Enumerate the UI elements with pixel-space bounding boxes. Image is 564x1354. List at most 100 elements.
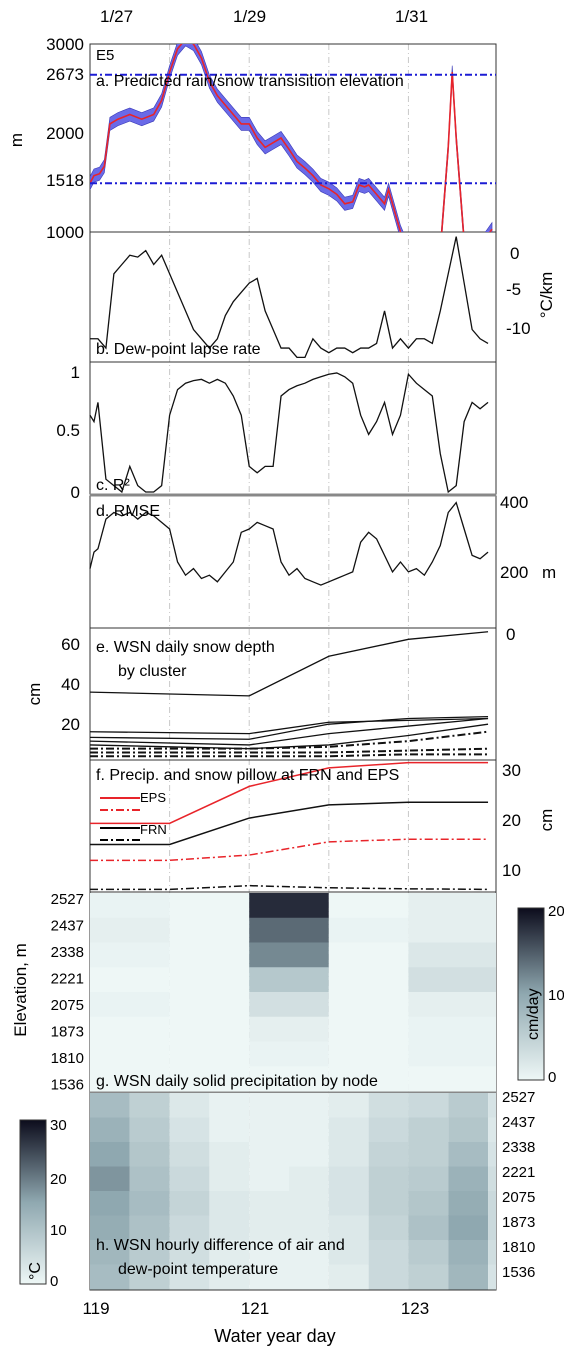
panel-h-cell: [289, 1093, 329, 1118]
panel-h-cell: [129, 1142, 170, 1167]
panel-h-cell: [209, 1264, 250, 1290]
panel-g-elev-tick: 2527: [51, 891, 84, 908]
panel-h-cell: [408, 1264, 449, 1290]
panel-h-cell: [289, 1215, 329, 1241]
panel-c-label: c. R²: [96, 477, 130, 494]
panel-d-plot: [89, 501, 489, 586]
panel-g-cell: [90, 1041, 170, 1067]
panel-g-cell: [328, 1016, 409, 1042]
panel-h-cell: [249, 1191, 290, 1216]
panel-h-cell: [488, 1215, 496, 1241]
panel-g-cell: [408, 1016, 496, 1042]
panel-h-cell: [448, 1264, 489, 1290]
panel-c-frame: [89, 361, 497, 495]
panel-g-cell: [90, 992, 170, 1018]
panel-h-cell: [448, 1142, 489, 1167]
panel-h-cell: [90, 1191, 130, 1216]
panel-g-cell: [249, 942, 329, 968]
panel-g-cell: [328, 967, 409, 993]
panel-h-cell: [90, 1264, 130, 1290]
panel-f-series-1: [90, 838, 489, 862]
panel-e-ytick-40: 40: [61, 675, 80, 694]
panel-g-cell: [249, 967, 329, 993]
panel-h-cell: [169, 1215, 210, 1241]
panel-h-elev-tick: 1873: [502, 1214, 535, 1231]
panel-h-cell: [488, 1264, 496, 1290]
panel-h-elev-tick: 2075: [502, 1189, 535, 1206]
panel-g-cell: [328, 917, 409, 943]
legend-frn: FRN: [140, 822, 167, 837]
panel-f-right-axis-top: 0: [506, 625, 515, 644]
panel-g-colorbar: [517, 907, 545, 1081]
panel-g-cell: [328, 1066, 409, 1092]
panel-g-elev-tick: 1873: [51, 1024, 84, 1041]
panel-g-cell: [249, 893, 329, 919]
panel-h-cell: [368, 1142, 409, 1167]
panel-h-cell: [249, 1166, 290, 1192]
panel-b-ylabel: °C/km: [537, 272, 556, 318]
panel-h-cell: [488, 1093, 496, 1118]
panel-a-plot: [90, 44, 496, 232]
panel-h-cell: [488, 1142, 496, 1167]
panel-g-cell: [169, 967, 250, 993]
panel-c-ytick-0: 0: [71, 483, 80, 502]
panel-h-cell: [249, 1264, 290, 1290]
panel-g-cell: [169, 1041, 250, 1067]
x-axis-label: Water year day: [214, 1326, 335, 1346]
panel-g-cell: [169, 942, 250, 968]
panel-h-cell: [328, 1240, 369, 1265]
panel-a-ytick-1000: 1000: [46, 223, 84, 242]
panel-h-cell: [448, 1117, 489, 1143]
panel-a-ytick-1518: 1518: [46, 171, 84, 190]
panel-h-cell: [169, 1191, 210, 1216]
panel-a-ytick-2000: 2000: [46, 124, 84, 143]
panel-b-ytick-10: -10: [506, 319, 531, 338]
panel-h-elev-tick: 2221: [502, 1164, 535, 1181]
panel-h-cell: [129, 1166, 170, 1192]
panel-d-ytick-400: 400: [500, 493, 528, 512]
panel-g-cell: [408, 1066, 496, 1092]
panel-f-plot: [90, 761, 489, 891]
panel-h-cbar-tick-30: 30: [50, 1117, 67, 1134]
panel-h-cell: [209, 1117, 250, 1143]
panel-g-cell: [90, 967, 170, 993]
panel-h-cell: [289, 1142, 329, 1167]
panel-h-elev-tick: 2338: [502, 1139, 535, 1156]
panel-h-cell: [368, 1191, 409, 1216]
panel-h-cell: [169, 1240, 210, 1265]
panel-g-cell: [90, 917, 170, 943]
panel-g-heatmap: [90, 893, 496, 1092]
top-date-1: 1/27: [100, 7, 133, 26]
panel-h-cell: [129, 1093, 170, 1118]
panel-h-cell: [448, 1166, 489, 1192]
panel-h-cell: [328, 1191, 369, 1216]
panel-e-series-7: [90, 753, 489, 758]
panel-h-cell: [289, 1117, 329, 1143]
panel-h-cell: [368, 1215, 409, 1241]
panel-h-cell: [448, 1240, 489, 1265]
panel-h-cell: [408, 1142, 449, 1167]
panel-h-cbar-tick-0: 0: [50, 1273, 58, 1290]
xtick-121: 121: [241, 1299, 269, 1318]
panel-h-cell: [129, 1264, 170, 1290]
panel-b-ytick-0: 0: [510, 244, 519, 263]
panel-e-series-3: [89, 717, 489, 746]
panel-h-cell: [289, 1191, 329, 1216]
panel-h-cell: [328, 1264, 369, 1290]
panel-h-cell: [488, 1240, 496, 1265]
panel-h-cell: [129, 1117, 170, 1143]
panel-h-cell: [90, 1142, 130, 1167]
panel-h-cell: [90, 1093, 130, 1118]
panel-h-cell: [249, 1240, 290, 1265]
panel-h-cell: [368, 1240, 409, 1265]
panel-g-cell: [90, 942, 170, 968]
panel-a-label: a. Predicted rain/snow transisition elev…: [96, 73, 404, 90]
panel-g-cell: [408, 917, 496, 943]
panel-h-cell: [488, 1117, 496, 1143]
panel-e-ytick-60: 60: [61, 635, 80, 654]
panel-g-cbar-tick-0: 0: [548, 1069, 556, 1086]
panel-g-cell: [328, 942, 409, 968]
panel-g-cell: [408, 967, 496, 993]
xtick-123: 123: [401, 1299, 429, 1318]
panel-a-ylabel: m: [7, 133, 26, 147]
